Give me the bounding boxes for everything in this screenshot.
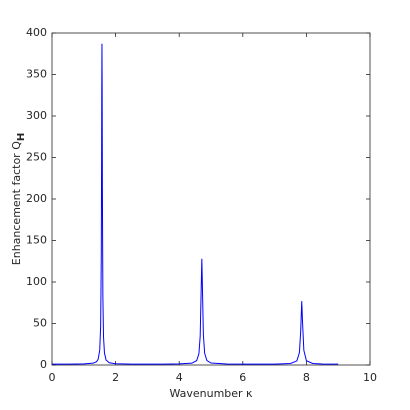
y-axis-label-subscript: H: [16, 133, 27, 141]
y-tick-label: 100: [26, 275, 47, 288]
y-tick-label: 50: [33, 317, 47, 330]
plot-area: [51, 32, 371, 366]
x-tick-label: 4: [176, 371, 183, 384]
y-tick-label: 200: [26, 192, 47, 205]
x-tick-label: 2: [112, 371, 119, 384]
y-tick-label: 350: [26, 68, 47, 81]
y-tick-label: 250: [26, 151, 47, 164]
y-axis-label: Enhancement factor QH: [10, 133, 27, 265]
y-tick-label: 150: [26, 234, 47, 247]
y-tick-label: 400: [26, 26, 47, 39]
line: [51, 43, 339, 365]
x-tick-label: 8: [303, 371, 310, 384]
x-tick-label: 6: [239, 371, 246, 384]
x-axis-label: Wavenumber κ: [169, 387, 253, 400]
y-tick-label: 0: [40, 358, 47, 371]
x-tick-label: 0: [49, 371, 56, 384]
y-tick-label: 300: [26, 109, 47, 122]
y-axis-label-main: Enhancement factor Q: [10, 141, 23, 265]
x-tick-label: 10: [363, 371, 377, 384]
